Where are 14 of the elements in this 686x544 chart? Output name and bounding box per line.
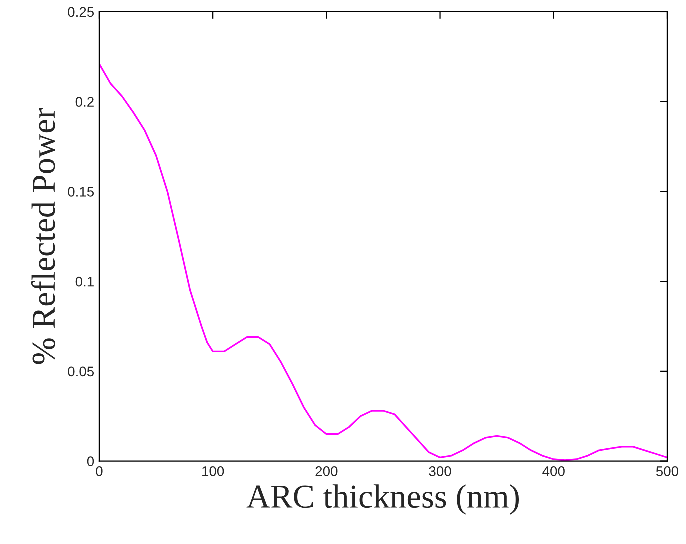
y-axis-title: % Reflected Power <box>31 108 56 364</box>
x-tick-label: 400 <box>542 466 565 476</box>
x-tick-label: 500 <box>656 466 679 476</box>
x-tick-label: 300 <box>429 466 452 476</box>
y-tick-label: 0.2 <box>76 97 94 108</box>
x-axis-title: ARC thickness (nm) <box>246 484 520 515</box>
y-tick-label: 0.15 <box>68 187 94 197</box>
x-tick-label: 200 <box>316 466 338 476</box>
y-tick-label: 0.25 <box>68 7 94 18</box>
y-tick-label: 0.05 <box>68 366 94 377</box>
x-tick-label: 100 <box>202 466 224 476</box>
y-tick-label: 0 <box>87 456 94 466</box>
y-tick-label: 0.1 <box>76 276 94 287</box>
x-tick-label: 0 <box>96 466 103 476</box>
